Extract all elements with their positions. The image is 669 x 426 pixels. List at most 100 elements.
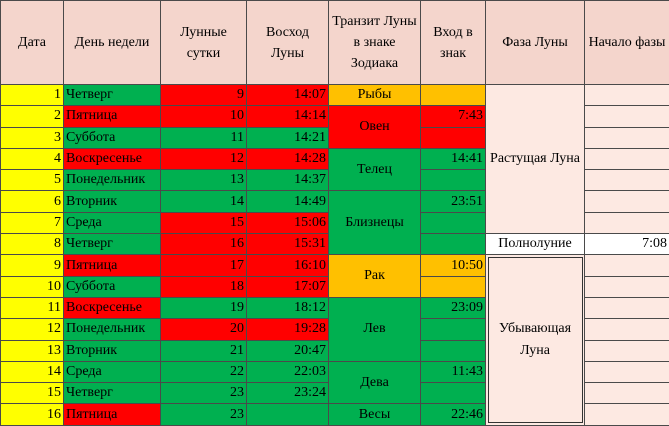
phase-start-cell (585, 255, 669, 276)
moonrise-cell: 14:14 (247, 106, 329, 127)
zodiac-sign-cell: Рак (329, 255, 421, 298)
date-cell: 4 (1, 148, 64, 169)
lunar-day-cell: 23 (161, 404, 247, 425)
moonrise-cell: 15:31 (247, 234, 329, 255)
date-cell: 3 (1, 127, 64, 148)
phase-start-cell (585, 404, 669, 425)
lunar-day-cell: 16 (161, 234, 247, 255)
weekday-cell: Понедельник (64, 170, 161, 191)
lunar-day-cell: 14 (161, 191, 247, 212)
lunar-day-cell: 22 (161, 361, 247, 382)
phase-start-cell (585, 85, 669, 106)
moonrise-cell: 17:07 (247, 276, 329, 297)
header-weekday: День недели (64, 1, 161, 85)
weekday-cell: Вторник (64, 191, 161, 212)
phase-start-cell (585, 297, 669, 318)
zodiac-sign-cell: Овен (329, 106, 421, 149)
lunar-day-cell: 11 (161, 127, 247, 148)
header-phase: Фаза Луны (486, 1, 585, 85)
moonrise-cell: 16:10 (247, 255, 329, 276)
moonrise-cell (247, 404, 329, 425)
lunar-day-cell: 9 (161, 85, 247, 106)
phase-waxing-cell: Растущая Луна (486, 85, 585, 234)
lunar-day-cell: 20 (161, 319, 247, 340)
header-phase-start: Начало фазы (585, 1, 669, 85)
header-row: Дата День недели Лунные сутки Восход Лун… (1, 1, 669, 85)
moonrise-cell: 14:07 (247, 85, 329, 106)
zodiac-sign-cell: Телец (329, 148, 421, 191)
full-moon-cell: Полнолуние (486, 234, 585, 255)
entry-time-cell (421, 170, 486, 191)
moonrise-cell: 20:47 (247, 340, 329, 361)
phase-start-cell (585, 276, 669, 297)
moonrise-cell: 23:24 (247, 383, 329, 404)
weekday-cell: Пятница (64, 255, 161, 276)
weekday-cell: Суббота (64, 127, 161, 148)
weekday-cell: Среда (64, 212, 161, 233)
entry-time-cell: 23:09 (421, 297, 486, 318)
zodiac-sign-cell: Дева (329, 361, 421, 404)
entry-time-cell (421, 340, 486, 361)
date-cell: 15 (1, 383, 64, 404)
date-cell: 14 (1, 361, 64, 382)
weekday-cell: Вторник (64, 340, 161, 361)
moonrise-cell: 15:06 (247, 212, 329, 233)
lunar-day-cell: 10 (161, 106, 247, 127)
entry-time-cell: 7:43 (421, 106, 486, 127)
date-cell: 11 (1, 297, 64, 318)
date-cell: 16 (1, 404, 64, 425)
lunar-day-cell: 23 (161, 383, 247, 404)
lunar-day-cell: 21 (161, 340, 247, 361)
phase-start-cell (585, 127, 669, 148)
lunar-day-cell: 13 (161, 170, 247, 191)
entry-time-cell: 14:41 (421, 148, 486, 169)
phase-start-cell (585, 170, 669, 191)
entry-time-cell (421, 212, 486, 233)
date-cell: 5 (1, 170, 64, 191)
phase-start-cell (585, 191, 669, 212)
table-row: 1 Четверг 9 14:07 Рыбы Растущая Луна (1, 85, 669, 106)
entry-time-cell (421, 276, 486, 297)
header-lunar-day: Лунные сутки (161, 1, 247, 85)
date-cell: 9 (1, 255, 64, 276)
phase-start-cell (585, 148, 669, 169)
lunar-day-cell: 17 (161, 255, 247, 276)
phase-start-cell (585, 340, 669, 361)
moonrise-cell: 22:03 (247, 361, 329, 382)
moonrise-cell: 19:28 (247, 319, 329, 340)
weekday-cell: Четверг (64, 85, 161, 106)
entry-time-cell (421, 127, 486, 148)
weekday-cell: Среда (64, 361, 161, 382)
zodiac-sign-cell: Лев (329, 297, 421, 361)
entry-time-cell (421, 85, 486, 106)
date-cell: 1 (1, 85, 64, 106)
weekday-cell: Воскресенье (64, 297, 161, 318)
weekday-cell: Пятница (64, 106, 161, 127)
zodiac-sign-cell: Близнецы (329, 191, 421, 255)
zodiac-sign-cell: Рыбы (329, 85, 421, 106)
date-cell: 7 (1, 212, 64, 233)
entry-time-cell (421, 383, 486, 404)
table-row: 9 Пятница 17 16:10 Рак 10:50 Убывающая Л… (1, 255, 669, 276)
date-cell: 2 (1, 106, 64, 127)
date-cell: 10 (1, 276, 64, 297)
lunar-day-cell: 19 (161, 297, 247, 318)
entry-time-cell (421, 234, 486, 255)
date-cell: 8 (1, 234, 64, 255)
weekday-cell: Пятница (64, 404, 161, 425)
phase-start-cell (585, 383, 669, 404)
weekday-cell: Воскресенье (64, 148, 161, 169)
header-transit: Транзит Луны в знаке Зодиака (329, 1, 421, 85)
lunar-day-cell: 12 (161, 148, 247, 169)
moonrise-cell: 18:12 (247, 297, 329, 318)
weekday-cell: Понедельник (64, 319, 161, 340)
phase-start-cell (585, 361, 669, 382)
full-moon-time-cell: 7:08 (585, 234, 669, 255)
moonrise-cell: 14:21 (247, 127, 329, 148)
lunar-day-cell: 18 (161, 276, 247, 297)
moonrise-cell: 14:37 (247, 170, 329, 191)
lunar-day-cell: 15 (161, 212, 247, 233)
moonrise-cell: 14:49 (247, 191, 329, 212)
phase-start-cell (585, 319, 669, 340)
